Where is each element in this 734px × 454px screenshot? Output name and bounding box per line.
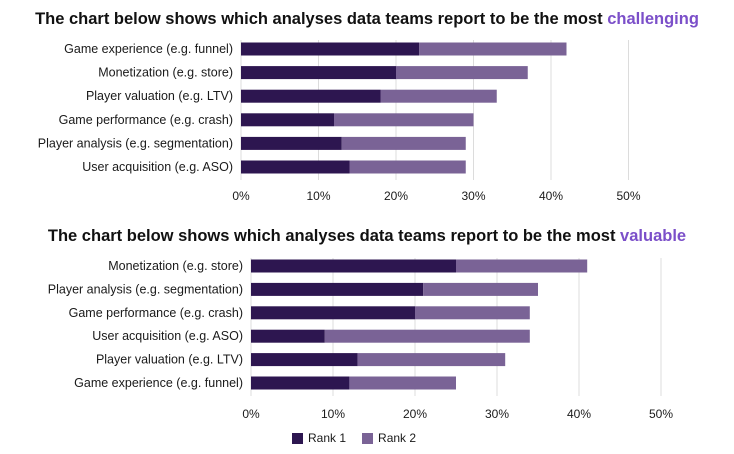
x-tick-label: 10% <box>306 189 330 203</box>
bar-rank1 <box>241 160 350 174</box>
x-tick-label: 10% <box>321 407 345 421</box>
x-tick-label: 40% <box>539 189 563 203</box>
category-label: Monetization (e.g. store) <box>108 259 243 273</box>
title-highlight: challenging <box>607 10 699 28</box>
bar-rank2 <box>415 306 530 320</box>
x-tick-label: 50% <box>649 407 673 421</box>
bar-rank2 <box>349 376 456 390</box>
x-tick-label: 30% <box>485 407 509 421</box>
bar-rank2 <box>334 113 474 127</box>
bar-rank2 <box>349 160 466 174</box>
bar-rank1 <box>241 42 420 56</box>
bar-rank1 <box>251 353 358 367</box>
bar-rank1 <box>241 89 381 103</box>
x-tick-label: 0% <box>242 407 260 421</box>
category-label: Game performance (e.g. crash) <box>69 306 243 320</box>
bar-rank2 <box>419 42 567 56</box>
bar-chart-valuable: 0% 10% 20% 30% 40% 50% Monetization (e.g. stor… <box>48 258 673 421</box>
category-label: Game experience (e.g. funnel) <box>64 42 233 56</box>
bar-rank1 <box>241 113 334 127</box>
legend-label-rank1: Rank 1 <box>308 431 347 445</box>
x-tick-label: 40% <box>567 407 591 421</box>
chart-title-valuable: The chart below shows which analyses dat… <box>0 227 734 246</box>
x-tick-label: 20% <box>384 189 408 203</box>
bar-rank1 <box>251 282 424 296</box>
bar-rank2 <box>341 136 466 150</box>
bar-rank1 <box>241 66 396 80</box>
bar-rank1 <box>251 306 415 320</box>
category-label: User acquisition (e.g. ASO) <box>92 329 243 343</box>
bar-rank2 <box>357 353 506 367</box>
title-prefix: The chart below shows which analyses dat… <box>47 227 621 245</box>
bar-rank1 <box>241 136 342 150</box>
bar-rank2 <box>380 89 497 103</box>
category-label: Game performance (e.g. crash) <box>59 113 233 127</box>
bar-rank2 <box>423 282 538 296</box>
bar-chart-challenging: 0% 10% 20% 30% 40% 50% Game experience (e.g. f… <box>38 40 641 203</box>
category-label: Game experience (e.g. funnel) <box>74 376 243 390</box>
category-label: Player valuation (e.g. LTV) <box>86 89 233 103</box>
category-label: Player analysis (e.g. segmentation) <box>38 136 233 150</box>
legend: Rank 1 Rank 2 <box>292 431 432 445</box>
x-tick-label: 0% <box>232 189 250 203</box>
category-label: Monetization (e.g. store) <box>98 66 233 80</box>
category-label: User acquisition (e.g. ASO) <box>82 160 233 174</box>
legend-item-rank2: Rank 2 <box>362 431 416 445</box>
title-highlight: valuable <box>620 227 687 245</box>
title-prefix: The chart below shows which analyses dat… <box>35 10 608 28</box>
legend-swatch-rank2 <box>362 432 374 444</box>
bar-rank2 <box>456 259 588 273</box>
bar-rank2 <box>396 66 528 80</box>
legend-label-rank2: Rank 2 <box>378 431 417 445</box>
bar-rank1 <box>251 259 456 273</box>
chart-title-challenging: The chart below shows which analyses dat… <box>0 10 734 29</box>
x-tick-label: 50% <box>616 189 640 203</box>
x-tick-label: 30% <box>461 189 485 203</box>
bar-rank1 <box>251 376 350 390</box>
category-label: Player valuation (e.g. LTV) <box>96 353 243 367</box>
legend-swatch-rank1 <box>292 432 303 444</box>
bar-rank2 <box>324 329 530 343</box>
bar-rank1 <box>251 329 325 343</box>
legend-item-rank1: Rank 1 <box>292 431 346 445</box>
category-label: Player analysis (e.g. segmentation) <box>48 282 243 296</box>
x-tick-label: 20% <box>403 407 427 421</box>
